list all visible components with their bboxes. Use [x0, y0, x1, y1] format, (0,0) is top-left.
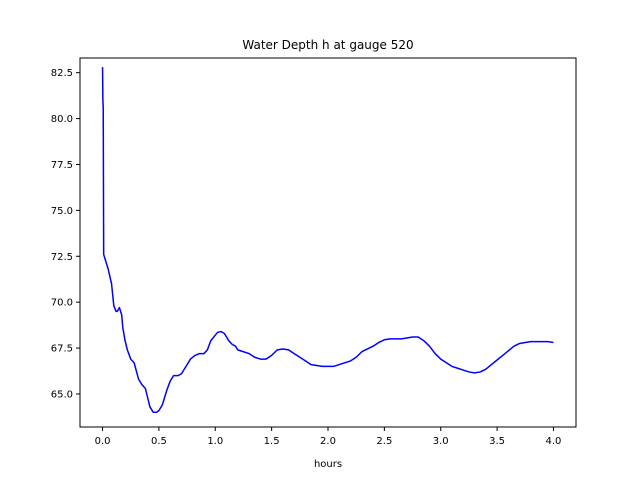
y-axis: 65.0 67.5 70.0 72.5 75.0 77.5 80.0 82.5	[51, 68, 80, 400]
y-tick-label: 75.0	[51, 206, 73, 217]
y-tick-label: 82.5	[51, 68, 73, 79]
x-tick-label: 2.5	[376, 436, 392, 447]
x-tick-label: 2.0	[320, 436, 336, 447]
x-tick-label: 0.5	[151, 436, 167, 447]
x-tick-label: 1.0	[207, 436, 223, 447]
x-tick-label: 0.0	[95, 436, 111, 447]
plot-area-frame	[79, 57, 577, 428]
y-tick-label: 70.0	[51, 298, 73, 309]
y-tick-label: 72.5	[51, 252, 73, 263]
series-group	[101, 67, 554, 414]
x-tick-label: 3.5	[489, 436, 505, 447]
x-axis: 0.0 0.5 1.0 1.5 2.0 2.5 3.0 3.5 4.0	[95, 427, 562, 447]
y-tick-label: 77.5	[51, 160, 73, 171]
chart-title: Water Depth h at gauge 520	[242, 38, 413, 52]
y-tick-label: 65.0	[51, 389, 73, 400]
y-tick-label: 67.5	[51, 344, 73, 355]
y-tick-label: 80.0	[51, 114, 73, 125]
x-axis-label: hours	[314, 459, 342, 470]
x-tick-label: 1.5	[264, 436, 280, 447]
x-tick-label: 4.0	[546, 436, 562, 447]
series-line	[101, 67, 554, 414]
x-tick-label: 3.0	[433, 436, 449, 447]
